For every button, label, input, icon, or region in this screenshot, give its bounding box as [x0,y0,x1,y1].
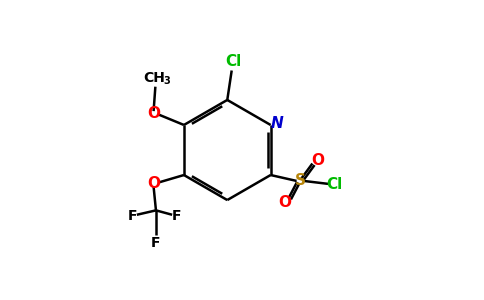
Text: N: N [271,116,284,131]
Text: O: O [147,176,160,191]
Text: Cl: Cl [225,54,242,69]
Text: Cl: Cl [326,177,343,192]
Text: O: O [279,195,291,210]
Text: F: F [127,209,137,223]
Text: CH: CH [143,71,165,85]
Text: O: O [312,153,325,168]
Text: S: S [295,173,305,188]
Text: 3: 3 [163,76,169,86]
Text: F: F [151,236,161,250]
Text: O: O [147,106,160,121]
Text: F: F [172,209,182,223]
